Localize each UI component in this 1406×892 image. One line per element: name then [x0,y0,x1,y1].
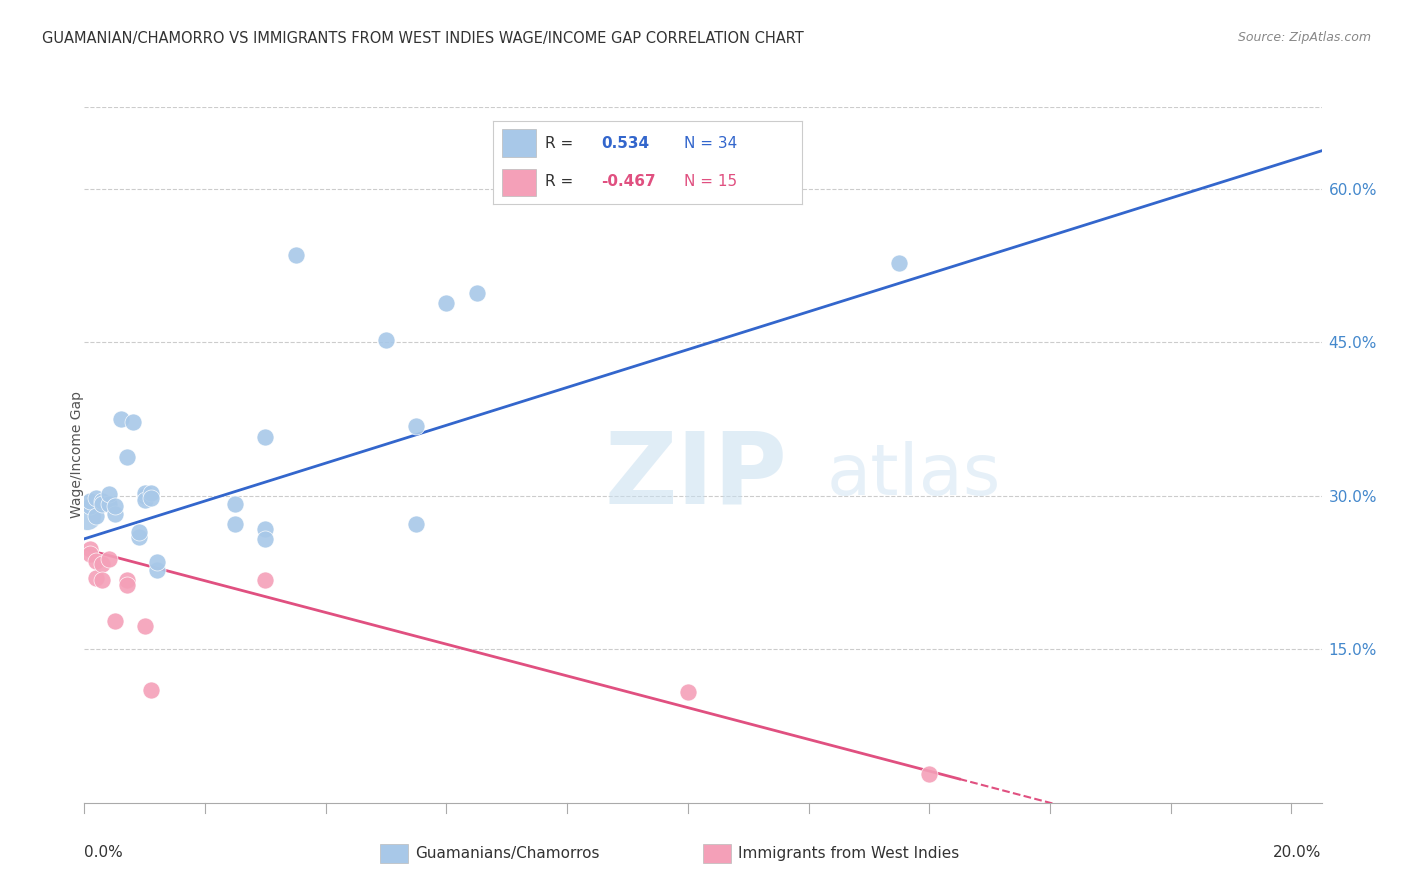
Point [91,494,114,508]
Point [91,558,114,572]
Point [224,497,246,511]
Point [134,485,156,500]
Point [128,524,150,539]
Point [91,497,114,511]
Point [110,412,132,426]
Point [79,499,101,513]
Point [284,248,307,262]
Point [103,499,125,513]
Point [115,450,138,464]
Point [91,573,114,587]
Point [97,497,120,511]
Text: Source: ZipAtlas.com: Source: ZipAtlas.com [1237,31,1371,45]
Bar [502,129,536,157]
Point [676,685,699,699]
Point [139,491,162,505]
Point [115,578,138,592]
Point [103,614,125,628]
Point [405,419,427,434]
Point [97,552,120,566]
Point [139,683,162,698]
Point [134,492,156,507]
Point [86,571,108,585]
Text: 0.534: 0.534 [600,136,650,151]
Point [918,767,941,781]
Point [375,334,398,348]
Point [436,296,458,310]
Point [79,494,101,508]
Text: -0.467: -0.467 [600,175,655,189]
Point [254,573,277,587]
Point [79,542,101,557]
Text: Guamanians/Chamorros: Guamanians/Chamorros [415,847,599,861]
Point [254,522,277,536]
Text: N = 15: N = 15 [685,175,738,189]
Point [134,619,156,633]
Point [115,573,138,587]
Text: R =: R = [546,136,578,151]
Text: 20.0%: 20.0% [1274,845,1322,860]
Text: ZIP: ZIP [605,427,787,524]
Text: N = 34: N = 34 [685,136,738,151]
Y-axis label: Wage/Income Gap: Wage/Income Gap [70,392,84,518]
Point [146,562,169,576]
Point [224,517,246,532]
Point [86,554,108,568]
Point [79,547,101,561]
Point [86,491,108,505]
Bar [502,169,536,196]
Text: GUAMANIAN/CHAMORRO VS IMMIGRANTS FROM WEST INDIES WAGE/INCOME GAP CORRELATION CH: GUAMANIAN/CHAMORRO VS IMMIGRANTS FROM WE… [42,31,804,46]
Point [889,255,911,269]
Point [254,532,277,546]
Text: 0.0%: 0.0% [84,845,124,860]
Point [405,517,427,532]
Text: R =: R = [546,175,578,189]
Point [128,530,150,544]
Point [103,508,125,522]
Point [465,286,488,301]
Point [139,485,162,500]
Text: atlas: atlas [827,442,1001,510]
Point [97,487,120,501]
Point [146,555,169,569]
Point [134,489,156,503]
Point [254,429,277,443]
Text: Immigrants from West Indies: Immigrants from West Indies [738,847,959,861]
Point [76,509,98,524]
Point [121,415,143,429]
Point [86,509,108,524]
